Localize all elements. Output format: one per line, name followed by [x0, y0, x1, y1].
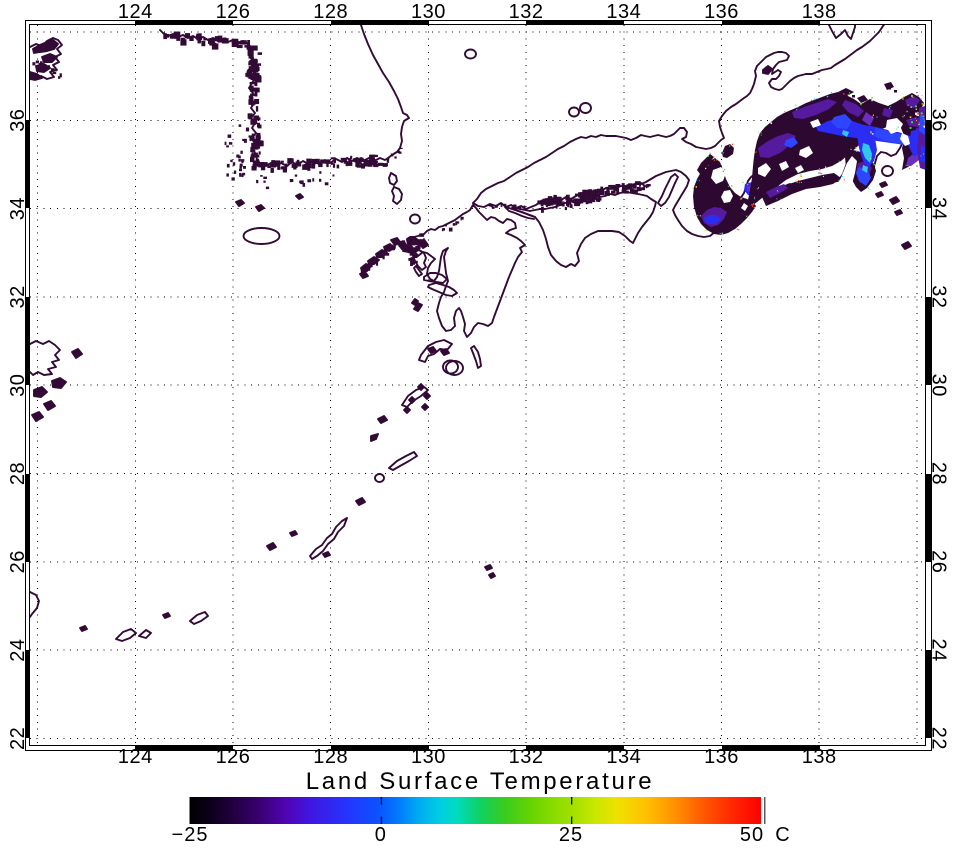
svg-text:22: 22: [7, 727, 29, 750]
svg-text:130: 130: [411, 1, 446, 23]
svg-text:132: 132: [509, 746, 544, 768]
svg-text:30: 30: [7, 374, 29, 397]
svg-text:C: C: [775, 824, 790, 846]
svg-text:28: 28: [928, 462, 950, 485]
svg-text:0: 0: [375, 824, 387, 846]
svg-text:28: 28: [7, 462, 29, 485]
svg-text:50: 50: [740, 824, 764, 846]
svg-text:132: 132: [509, 1, 544, 23]
svg-text:138: 138: [802, 1, 837, 23]
svg-text:26: 26: [7, 550, 29, 573]
svg-text:34: 34: [7, 197, 29, 220]
svg-text:136: 136: [704, 746, 739, 768]
svg-text:134: 134: [606, 746, 641, 768]
svg-text:134: 134: [606, 1, 641, 23]
svg-text:32: 32: [928, 285, 950, 308]
svg-text:130: 130: [411, 746, 446, 768]
svg-text:124: 124: [118, 746, 153, 768]
svg-text:126: 126: [216, 746, 251, 768]
svg-text:30: 30: [928, 374, 950, 397]
svg-text:36: 36: [7, 109, 29, 132]
svg-text:36: 36: [928, 109, 950, 132]
svg-text:22: 22: [928, 727, 950, 750]
svg-text:Land Surface Temperature: Land Surface Temperature: [306, 768, 655, 795]
svg-text:136: 136: [704, 1, 739, 23]
svg-text:124: 124: [118, 1, 153, 23]
svg-text:32: 32: [7, 285, 29, 308]
svg-text:34: 34: [928, 197, 950, 220]
svg-text:25: 25: [559, 824, 583, 846]
svg-text:128: 128: [313, 1, 348, 23]
svg-text:24: 24: [928, 638, 950, 661]
svg-text:126: 126: [216, 1, 251, 23]
svg-text:138: 138: [802, 746, 837, 768]
svg-text:−25: −25: [172, 824, 209, 846]
svg-text:128: 128: [313, 746, 348, 768]
svg-text:24: 24: [7, 638, 29, 661]
svg-text:26: 26: [928, 550, 950, 573]
